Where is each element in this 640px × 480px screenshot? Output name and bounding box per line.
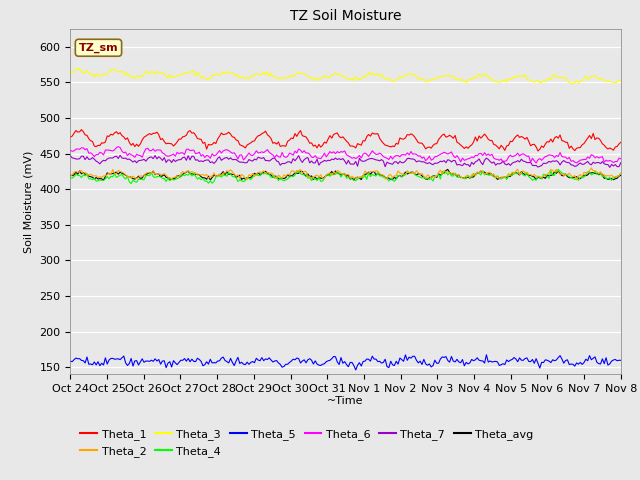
Theta_7 bbox=[394, 161, 402, 167]
Theta_2 bbox=[392, 173, 400, 179]
Theta_5 bbox=[405, 354, 413, 360]
Theta_4 bbox=[617, 170, 625, 176]
Theta_3 bbox=[76, 65, 83, 71]
Legend: Theta_1, Theta_2, Theta_3, Theta_4, Theta_5, Theta_6, Theta_7, Theta_avg: Theta_1, Theta_2, Theta_3, Theta_4, Thet… bbox=[76, 425, 538, 461]
Theta_avg bbox=[67, 172, 74, 178]
Theta_3 bbox=[569, 80, 577, 86]
Theta_7 bbox=[532, 163, 540, 168]
Line: Theta_7: Theta_7 bbox=[70, 155, 621, 168]
Theta_avg bbox=[617, 172, 625, 178]
Theta_avg bbox=[68, 173, 76, 179]
Theta_2 bbox=[68, 172, 76, 178]
Theta_avg bbox=[444, 167, 452, 172]
Theta_5 bbox=[394, 361, 402, 367]
Theta_6 bbox=[115, 144, 122, 150]
Theta_1 bbox=[569, 146, 577, 152]
Theta_3 bbox=[67, 69, 74, 75]
Theta_5 bbox=[352, 367, 360, 373]
X-axis label: ~Time: ~Time bbox=[327, 396, 364, 406]
Line: Theta_avg: Theta_avg bbox=[70, 169, 621, 180]
Theta_avg bbox=[569, 175, 577, 180]
Theta_4 bbox=[396, 173, 404, 179]
Theta_avg bbox=[534, 174, 542, 180]
Theta_7 bbox=[67, 153, 74, 159]
Theta_1 bbox=[532, 144, 540, 150]
Theta_3 bbox=[396, 74, 404, 80]
Theta_1 bbox=[394, 141, 402, 147]
Theta_6 bbox=[68, 148, 76, 154]
Theta_6 bbox=[67, 147, 74, 153]
Theta_7 bbox=[405, 156, 413, 161]
Theta_2 bbox=[531, 172, 538, 178]
Theta_2 bbox=[403, 168, 411, 174]
Line: Theta_2: Theta_2 bbox=[70, 168, 621, 180]
Theta_4 bbox=[68, 175, 76, 181]
Theta_1 bbox=[67, 134, 74, 140]
Theta_3 bbox=[532, 78, 540, 84]
Theta_3 bbox=[394, 76, 402, 82]
Theta_2 bbox=[573, 177, 580, 183]
Theta_4 bbox=[569, 175, 577, 181]
Theta_avg bbox=[396, 172, 404, 178]
Theta_5 bbox=[68, 359, 76, 364]
Theta_7 bbox=[116, 152, 124, 158]
Theta_7 bbox=[606, 165, 614, 170]
Theta_7 bbox=[68, 155, 76, 161]
Theta_avg bbox=[394, 173, 402, 179]
Theta_4 bbox=[554, 167, 562, 172]
Theta_4 bbox=[405, 170, 413, 176]
Theta_1 bbox=[405, 132, 413, 138]
Theta_6 bbox=[569, 158, 577, 164]
Theta_2 bbox=[617, 170, 625, 176]
Theta_5 bbox=[67, 359, 74, 364]
Theta_5 bbox=[483, 352, 490, 358]
Theta_2 bbox=[394, 168, 402, 174]
Theta_7 bbox=[567, 162, 575, 168]
Y-axis label: Soil Moisture (mV): Soil Moisture (mV) bbox=[24, 150, 34, 253]
Theta_4 bbox=[127, 180, 135, 186]
Theta_3 bbox=[405, 71, 413, 77]
Theta_3 bbox=[617, 78, 625, 84]
Theta_6 bbox=[534, 157, 542, 163]
Theta_5 bbox=[617, 358, 625, 363]
Theta_6 bbox=[617, 156, 625, 162]
Theta_6 bbox=[405, 152, 413, 158]
Theta_5 bbox=[534, 360, 542, 366]
Line: Theta_5: Theta_5 bbox=[70, 355, 621, 370]
Theta_4 bbox=[532, 178, 540, 183]
Theta_avg bbox=[405, 170, 413, 176]
Theta_1 bbox=[68, 133, 76, 139]
Line: Theta_4: Theta_4 bbox=[70, 169, 621, 183]
Line: Theta_1: Theta_1 bbox=[70, 130, 621, 151]
Theta_3 bbox=[567, 81, 575, 86]
Theta_1 bbox=[534, 148, 542, 154]
Theta_6 bbox=[396, 154, 404, 160]
Theta_2 bbox=[588, 165, 595, 171]
Theta_1 bbox=[396, 135, 404, 141]
Line: Theta_6: Theta_6 bbox=[70, 147, 621, 163]
Theta_avg bbox=[100, 177, 108, 183]
Theta_5 bbox=[396, 355, 404, 361]
Theta_2 bbox=[565, 170, 573, 176]
Theta_1 bbox=[617, 139, 625, 145]
Theta_3 bbox=[68, 70, 76, 76]
Title: TZ Soil Moisture: TZ Soil Moisture bbox=[290, 10, 401, 24]
Line: Theta_3: Theta_3 bbox=[70, 68, 621, 84]
Theta_7 bbox=[396, 158, 404, 164]
Theta_5 bbox=[569, 361, 577, 367]
Theta_6 bbox=[532, 160, 540, 166]
Text: TZ_sm: TZ_sm bbox=[79, 43, 118, 53]
Theta_6 bbox=[394, 153, 402, 158]
Theta_4 bbox=[394, 173, 402, 179]
Theta_2 bbox=[67, 173, 74, 179]
Theta_1 bbox=[77, 127, 85, 132]
Theta_7 bbox=[617, 160, 625, 166]
Theta_4 bbox=[67, 175, 74, 181]
